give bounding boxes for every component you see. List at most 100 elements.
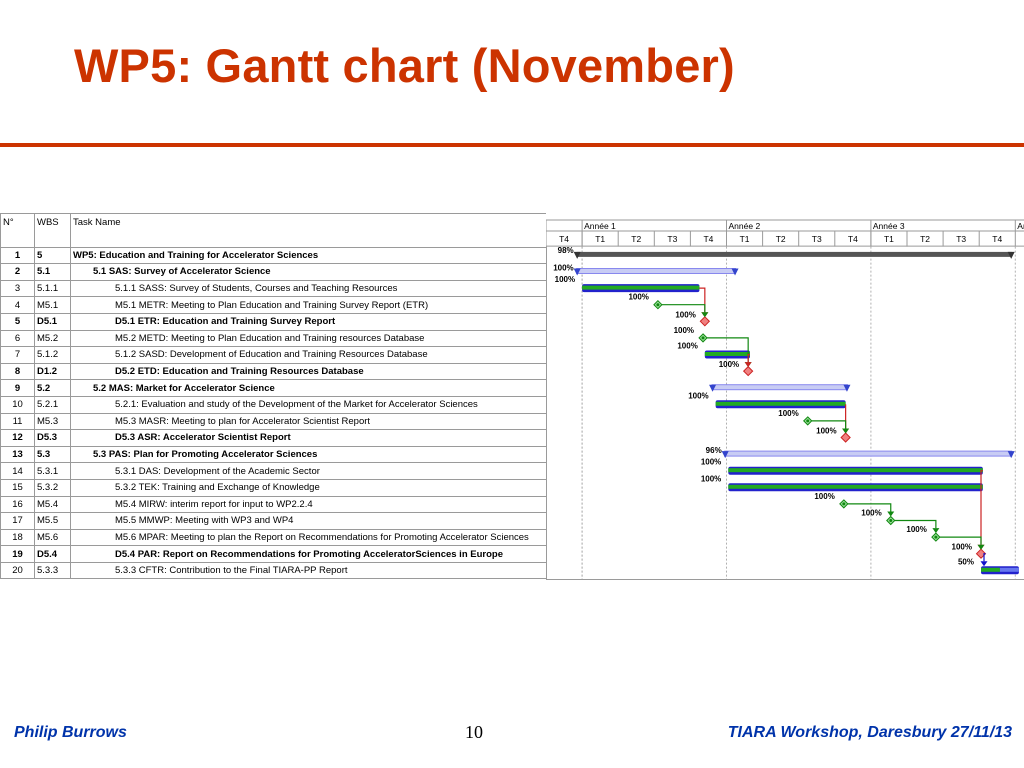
table-row[interactable]: 12 D5.3 D5.3 ASR: Accelerator Scientist Re… xyxy=(0,429,547,447)
cell-wbs: 5.2.1 xyxy=(34,395,71,414)
table-row[interactable]: 8 D1.2 D5.2 ETD: Education and Training Re… xyxy=(0,362,547,381)
dependency-link xyxy=(747,353,750,363)
summary-cap xyxy=(731,268,739,276)
quarter-label: T4 xyxy=(559,234,569,244)
table-row[interactable]: 3 5.1.1 5.1.1 SASS: Survey of Students, Co… xyxy=(0,279,547,298)
cell-number: 16 xyxy=(0,495,35,514)
year-label: An xyxy=(1017,221,1024,231)
progress-bar xyxy=(704,352,750,356)
table-row[interactable]: 2 5.1 5.1 SAS: Survey of Accelerator Scien… xyxy=(0,263,547,281)
cell-wbs: M5.5 xyxy=(34,512,71,530)
title-underline xyxy=(0,143,1024,147)
dependency-link xyxy=(983,553,986,562)
cell-number: 5 xyxy=(0,312,35,331)
grid-header-row: N° WBS Task Name xyxy=(0,213,547,248)
percent-label: 50% xyxy=(958,557,974,566)
cell-wbs: M5.3 xyxy=(34,412,71,431)
table-row[interactable]: 14 5.3.1 5.3.1 DAS: Development of the Aca… xyxy=(0,462,547,480)
cell-number: 12 xyxy=(0,429,35,447)
table-row[interactable]: 11 M5.3 M5.3 MASR: Meeting to plan for Acc… xyxy=(0,412,547,431)
col-header-number[interactable]: N° xyxy=(0,213,35,248)
quarter-label: T1 xyxy=(740,234,750,244)
dependency-arrow xyxy=(977,544,985,550)
dependency-arrow xyxy=(887,511,895,517)
table-row[interactable]: 20 5.3.3 5.3.3 CFTR: Contribution to the F… xyxy=(0,561,547,580)
cell-number: 7 xyxy=(0,346,35,364)
progress-bar xyxy=(728,468,983,473)
table-row[interactable]: 13 5.3 5.3 PAS: Plan for Promoting Acceler… xyxy=(0,445,547,464)
summary-bar xyxy=(711,384,848,391)
cell-number: 9 xyxy=(0,379,35,397)
remaining-bar xyxy=(999,567,1019,572)
timescale-header xyxy=(546,213,1024,247)
percent-label: 100% xyxy=(688,391,708,400)
table-row[interactable]: 10 5.2.1 5.2.1: Evaluation and study of th… xyxy=(0,395,547,414)
quarter-label: T2 xyxy=(631,234,641,244)
table-row[interactable]: 18 M5.6 M5.6 MPAR: Meeting to plan the Rep… xyxy=(0,528,547,547)
cell-number: 15 xyxy=(0,478,35,497)
dependency-link xyxy=(699,287,706,313)
cell-wbs: 5.3.3 xyxy=(34,561,71,580)
summary-bar xyxy=(724,450,1013,457)
deliverable-marker xyxy=(975,548,987,559)
table-row[interactable]: 7 5.1.2 5.1.2 SASD: Development of Educati… xyxy=(0,346,547,364)
cell-task-name: 5.3 PAS: Plan for Promoting Accelerator … xyxy=(70,445,547,464)
cell-task-name: 5.1.1 SASS: Survey of Students, Courses … xyxy=(70,279,547,298)
milestone-dot xyxy=(656,303,660,307)
cell-wbs: 5.1.2 xyxy=(34,346,71,364)
table-row[interactable]: 6 M5.2 M5.2 METD: Meeting to Plan Educatio… xyxy=(0,329,547,348)
dependency-link xyxy=(661,304,706,313)
percent-label: 100% xyxy=(778,409,798,418)
cell-number: 20 xyxy=(0,561,35,580)
progress-bar xyxy=(582,285,700,290)
cell-task-name: 5.3.3 CFTR: Contribution to the Final TI… xyxy=(70,561,547,580)
progress-bar xyxy=(981,567,1000,572)
table-row[interactable]: 5 D5.1 D5.1 ETR: Education and Training Su… xyxy=(0,312,547,331)
quarter-label: T1 xyxy=(595,234,605,244)
dependency-arrow xyxy=(744,362,752,368)
summary-bar xyxy=(576,268,737,274)
cell-task-name: 5.1 SAS: Survey of Accelerator Science xyxy=(70,263,547,281)
percent-label: 100% xyxy=(674,326,694,335)
cell-task-name: M5.3 MASR: Meeting to plan for Accelerat… xyxy=(70,412,547,431)
col-header-task-name[interactable]: Task Name xyxy=(70,213,547,248)
dependency-link xyxy=(894,519,937,529)
table-row[interactable]: 9 5.2 5.2 MAS: Market for Accelerator Scie… xyxy=(0,379,547,397)
percent-label: 100% xyxy=(814,492,834,501)
cell-number: 18 xyxy=(0,528,35,547)
summary-cap xyxy=(843,384,851,392)
table-row[interactable]: 17 M5.5 M5.5 MMWP: Meeting with WP3 and WP… xyxy=(0,512,547,530)
cell-wbs: M5.6 xyxy=(34,528,71,547)
col-header-wbs[interactable]: WBS xyxy=(34,213,71,248)
cell-number: 8 xyxy=(0,362,35,381)
year-label: Année 1 xyxy=(584,221,616,231)
milestone-dot xyxy=(842,502,846,506)
cell-task-name: M5.2 METD: Meeting to Plan Education and… xyxy=(70,329,547,348)
percent-label: 100% xyxy=(677,342,697,351)
cell-task-name: D5.1 ETR: Education and Training Survey … xyxy=(70,312,547,331)
table-row[interactable]: 19 D5.4 D5.4 PAR: Report on Recommendation… xyxy=(0,545,547,563)
milestone-dot xyxy=(934,535,938,539)
cell-wbs: 5.1.1 xyxy=(34,279,71,298)
quarter-label: T1 xyxy=(884,234,894,244)
cell-number: 4 xyxy=(0,296,35,314)
cell-wbs: D5.1 xyxy=(34,312,71,331)
cell-wbs: M5.1 xyxy=(34,296,71,314)
deliverable-marker xyxy=(840,432,851,443)
cell-number: 17 xyxy=(0,512,35,530)
cell-task-name: D5.4 PAR: Report on Recommendations for … xyxy=(70,545,547,563)
table-row[interactable]: 4 M5.1 M5.1 METR: Meeting to Plan Educatio… xyxy=(0,296,547,314)
percent-label: 100% xyxy=(719,360,739,369)
cell-number: 13 xyxy=(0,445,35,464)
cell-wbs: 5.3.1 xyxy=(34,462,71,480)
quarter-label: T2 xyxy=(920,234,930,244)
table-row[interactable]: 15 5.3.2 5.3.2 TEK: Training and Exchange … xyxy=(0,478,547,497)
table-row[interactable]: 16 M5.4 M5.4 MIRW: interim report for inpu… xyxy=(0,495,547,514)
dependency-arrow xyxy=(842,428,850,434)
footer-event: TIARA Workshop, Daresbury 27/11/13 xyxy=(727,724,1012,741)
percent-label: 98% xyxy=(558,246,574,255)
summary-cap xyxy=(721,451,729,459)
table-row[interactable]: 1 5 WP5: Education and Training for Accele… xyxy=(0,246,547,265)
quarter-label: T4 xyxy=(992,234,1002,244)
cell-wbs: M5.2 xyxy=(34,329,71,348)
